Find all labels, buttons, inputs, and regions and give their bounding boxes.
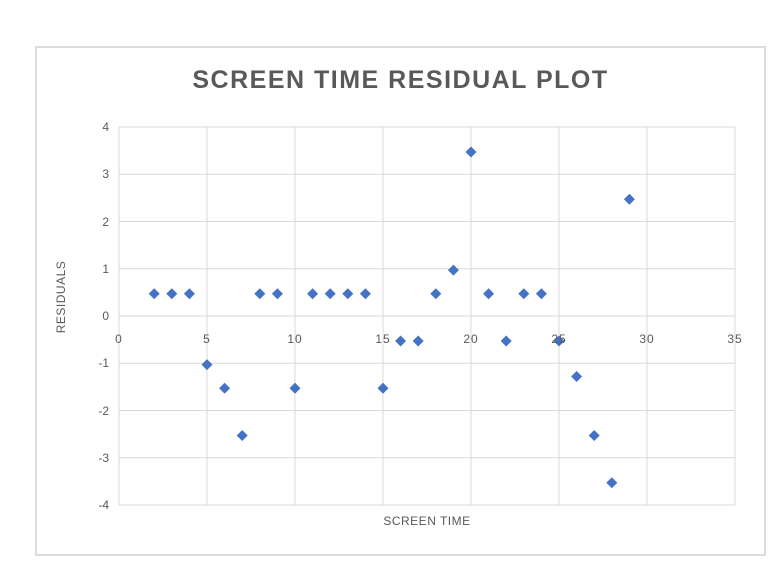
x-tick-label: 15 <box>375 332 391 346</box>
gridlines <box>118 126 736 506</box>
data-point <box>623 193 635 205</box>
data-point <box>553 335 565 347</box>
data-point <box>377 382 389 394</box>
data-point <box>483 288 495 300</box>
data-point <box>148 288 160 300</box>
data-point <box>183 288 195 300</box>
data-point <box>307 288 319 300</box>
data-point <box>166 288 178 300</box>
chart-title: SCREEN TIME RESIDUAL PLOT <box>192 66 609 94</box>
scatter-plot <box>118 126 736 506</box>
data-point <box>201 359 213 371</box>
data-point <box>447 264 459 276</box>
data-point <box>465 146 477 158</box>
y-tick-label: 3 <box>102 167 109 182</box>
data-point <box>571 370 583 382</box>
y-tick-label: -1 <box>98 356 109 371</box>
x-tick-label: 5 <box>203 332 211 346</box>
data-point <box>289 382 301 394</box>
data-point <box>395 335 407 347</box>
data-points-layer <box>148 146 635 489</box>
data-point <box>535 288 547 300</box>
data-point <box>324 288 336 300</box>
plot-area <box>118 126 736 506</box>
y-tick-label: 4 <box>102 120 109 134</box>
data-point <box>518 288 530 300</box>
x-tick-label: 30 <box>639 332 655 346</box>
x-tick-label: 0 <box>115 332 123 346</box>
x-tick-label: 35 <box>727 332 743 346</box>
data-point <box>271 288 283 300</box>
data-point <box>412 335 424 347</box>
y-tick-label: 1 <box>102 261 109 276</box>
y-tick-label: -4 <box>98 498 109 512</box>
data-point <box>500 335 512 347</box>
y-tick-label: -3 <box>98 450 109 465</box>
data-point <box>588 430 600 442</box>
data-point <box>359 288 371 300</box>
x-tick-label: 10 <box>287 332 303 346</box>
y-tick-label: 2 <box>102 214 109 229</box>
y-tick-label: 0 <box>102 309 109 323</box>
data-point <box>236 430 248 442</box>
x-axis-title: SCREEN TIME <box>383 514 471 528</box>
data-point <box>606 477 618 489</box>
x-tick-label: 25 <box>551 332 567 346</box>
data-point <box>219 382 231 394</box>
chart-container[interactable]: SCREEN TIME RESIDUAL PLOT RESIDUALS 0 5 10… <box>35 46 766 556</box>
data-point <box>430 288 442 300</box>
data-point <box>342 288 354 300</box>
y-tick-label: -2 <box>98 403 109 418</box>
x-tick-label: 20 <box>463 332 479 346</box>
data-point <box>254 288 266 300</box>
